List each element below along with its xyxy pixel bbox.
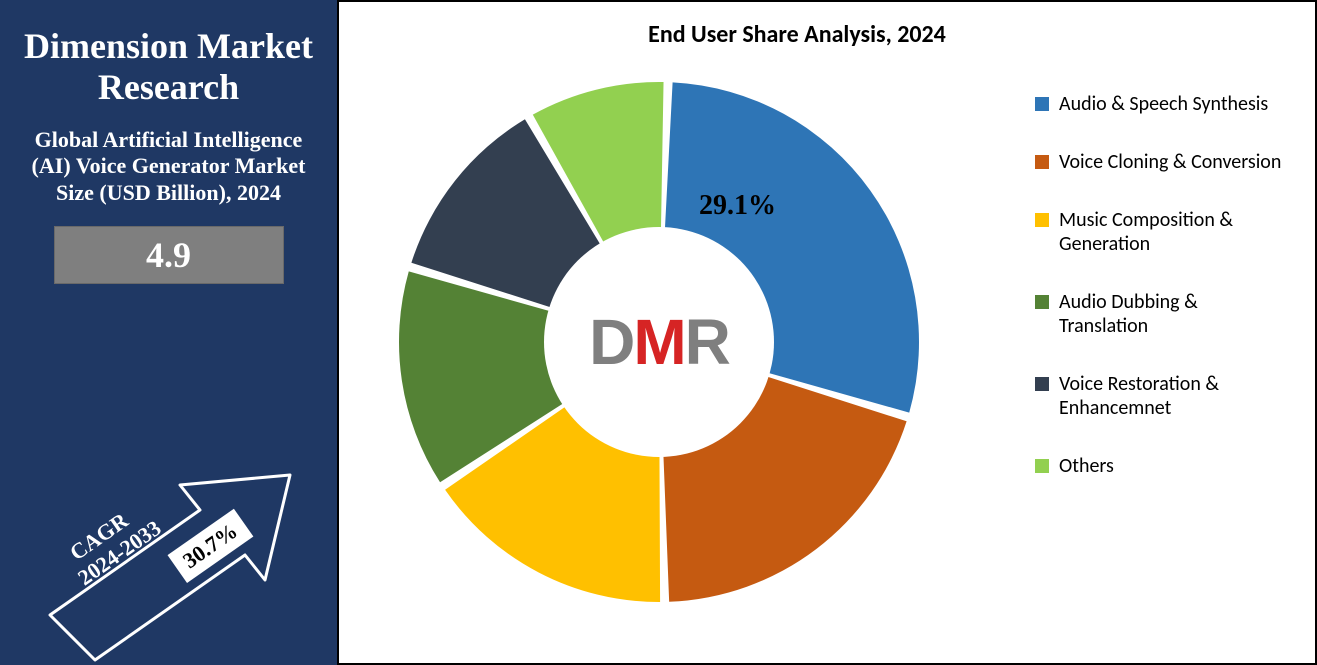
chart-panel: End User Share Analysis, 2024 29.1% DMR … [337, 0, 1317, 665]
legend-item: Audio & Speech Synthesis [1035, 92, 1285, 116]
left-panel: Dimension Market Research Global Artific… [0, 0, 337, 665]
legend-swatch [1035, 295, 1049, 309]
donut-chart: 29.1% DMR [379, 62, 939, 622]
legend-label: Voice Restoration & Enhancemnet [1059, 372, 1285, 420]
report-subtitle: Global Artificial Intelligence (AI) Voic… [18, 127, 319, 206]
legend-label: Music Composition & Generation [1059, 208, 1285, 256]
legend-swatch [1035, 377, 1049, 391]
donut-center: DMR [544, 227, 774, 457]
legend-label: Audio & Speech Synthesis [1059, 92, 1268, 116]
chart-legend: Audio & Speech Synthesis Voice Cloning & … [1035, 92, 1285, 512]
chart-title: End User Share Analysis, 2024 [339, 20, 1255, 49]
legend-swatch [1035, 213, 1049, 227]
market-size-value-box: 4.9 [54, 226, 284, 284]
dmr-logo: DMR [589, 310, 729, 374]
cagr-arrow: CAGR 2024-2033 30.7% [40, 455, 300, 635]
legend-item: Voice Cloning & Conversion [1035, 150, 1285, 174]
logo-letter-d: D [589, 306, 633, 378]
legend-label: Audio Dubbing & Translation [1059, 290, 1285, 338]
legend-swatch [1035, 97, 1049, 111]
logo-letter-m: M [633, 306, 684, 378]
legend-item: Music Composition & Generation [1035, 208, 1285, 256]
legend-item: Audio Dubbing & Translation [1035, 290, 1285, 338]
slice-callout: 29.1% [699, 190, 776, 222]
market-size-value: 4.9 [146, 234, 191, 276]
legend-swatch [1035, 155, 1049, 169]
legend-swatch [1035, 459, 1049, 473]
logo-letter-r: R [685, 306, 729, 378]
legend-label: Voice Cloning & Conversion [1059, 150, 1281, 174]
legend-item: Voice Restoration & Enhancemnet [1035, 372, 1285, 420]
legend-item: Others [1035, 454, 1285, 478]
legend-label: Others [1059, 454, 1114, 478]
brand-title: Dimension Market Research [18, 26, 319, 109]
